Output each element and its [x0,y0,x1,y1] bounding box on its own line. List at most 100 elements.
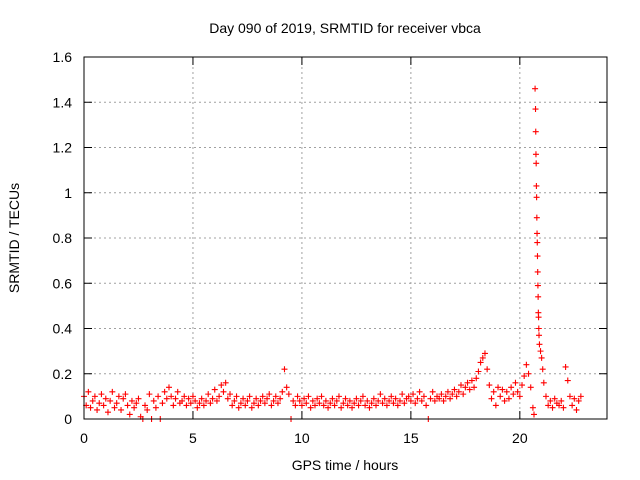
data-point [335,393,342,400]
x-tick-label: 20 [512,430,528,446]
data-point [479,354,486,361]
data-point [508,384,515,391]
data-point [540,379,547,386]
data-point [181,393,188,400]
data-point [292,402,299,409]
data-point [449,391,456,398]
data-point [305,393,312,400]
data-point [444,388,451,395]
data-point [231,397,238,404]
data-point [468,377,475,384]
data-point [170,402,177,409]
data-point [477,359,484,366]
data-point [383,402,390,409]
data-point [91,393,98,400]
data-point [375,397,382,404]
data-point [104,409,111,416]
data-point [165,384,172,391]
data-point [207,400,214,407]
y-tick-label: 0 [64,411,72,427]
data-point [495,384,502,391]
data-point [331,402,338,409]
data-point [333,397,340,404]
data-point [416,388,423,395]
data-point [512,379,519,386]
data-point [85,388,92,395]
grid-lines [84,57,607,419]
data-point [290,397,297,404]
data-point [344,402,351,409]
data-point [532,85,539,92]
data-point [529,404,536,411]
data-point [527,384,534,391]
data-point [539,366,546,373]
data-point [353,395,360,402]
y-tick-label: 1.6 [53,49,73,65]
data-point [532,151,539,158]
data-point [571,395,578,402]
data-point [235,404,242,411]
data-point [142,402,149,409]
data-point [242,402,249,409]
y-tick-label: 1.4 [53,94,73,110]
data-point [484,366,491,373]
data-point [192,397,199,404]
data-point [351,400,358,407]
data-point [283,384,290,391]
data-point [224,395,231,402]
data-point [213,397,220,404]
data-point [237,400,244,407]
data-point [534,239,541,246]
data-point [248,404,255,411]
data-point [198,395,205,402]
data-point [115,393,122,400]
x-axis-label: GPS time / hours [292,457,399,473]
data-point [346,397,353,404]
data-point [401,400,408,407]
data-point [329,395,336,402]
data-point [534,253,541,260]
data-point [366,404,373,411]
data-point [264,395,271,402]
data-point [418,397,425,404]
data-point [320,402,327,409]
data-point [307,404,314,411]
y-tick-label: 0.4 [53,321,73,337]
data-point [155,393,162,400]
data-point [364,397,371,404]
data-point [538,354,545,361]
data-point [535,325,542,332]
data-point [381,395,388,402]
data-point [277,395,284,402]
data-point [535,314,542,321]
axis-ticks: 0 0.2 0.4 0.6 0.8 1 1.2 1.4 1.6 0 5 10 15 20 [53,49,607,446]
data-point [386,397,393,404]
data-point [431,397,438,404]
data-point [532,106,539,113]
data-point [562,363,569,370]
data-point [545,402,552,409]
data-point [111,404,118,411]
data-point [211,386,218,393]
data-point [174,388,181,395]
data-point [394,402,401,409]
data-point [255,402,262,409]
data-point [205,391,212,398]
data-point [133,400,140,407]
data-point [460,391,467,398]
data-point [525,370,532,377]
data-point [274,400,281,407]
data-point [373,402,380,409]
data-point [161,388,168,395]
data-point [488,395,495,402]
data-points [81,85,584,422]
data-point [490,388,497,395]
data-point [311,402,318,409]
data-point [159,400,166,407]
x-tick-label: 5 [189,430,197,446]
data-point [558,397,565,404]
data-point [109,388,116,395]
data-point [257,397,264,404]
data-point [124,402,131,409]
